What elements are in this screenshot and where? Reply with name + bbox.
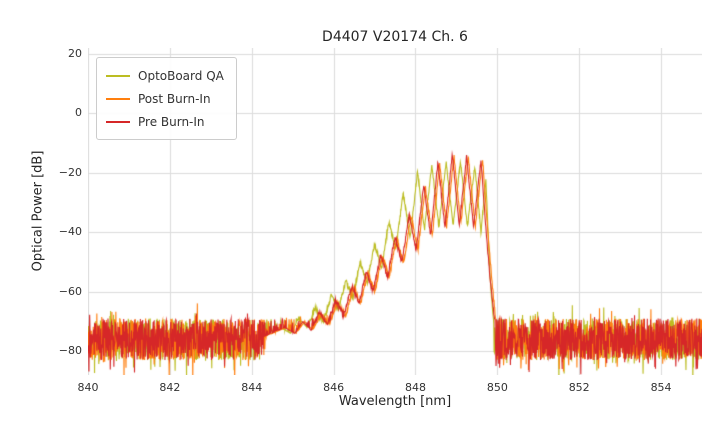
y-tick-label: −60 [58, 284, 82, 298]
legend-label-post-burn-in: Post Burn-In [138, 91, 211, 106]
x-tick-label: 840 [77, 381, 99, 394]
x-tick-label: 854 [650, 381, 672, 394]
x-tick-label: 852 [568, 381, 590, 394]
legend: OptoBoard QA Post Burn-In Pre Burn-In [96, 57, 237, 140]
x-tick-label: 842 [159, 381, 181, 394]
legend-label-pre-burn-in: Pre Burn-In [138, 114, 205, 129]
legend-line-swatch-pre-burn-in [106, 120, 130, 123]
legend-item-optoboard-qa: OptoBoard QA [106, 64, 224, 87]
chart-title: D4407 V20174 Ch. 6 [322, 29, 468, 45]
y-tick-label: −80 [58, 344, 82, 358]
x-tick-label: 846 [323, 381, 345, 394]
y-tick-label: 0 [75, 106, 82, 120]
x-axis-label: Wavelength [nm] [338, 394, 452, 409]
x-tick-label: 848 [404, 381, 426, 394]
legend-item-pre-burn-in: Pre Burn-In [106, 110, 224, 133]
legend-item-post-burn-in: Post Burn-In [106, 87, 224, 110]
legend-line-swatch-post-burn-in [106, 97, 130, 100]
y-tick-label: 20 [68, 46, 82, 60]
legend-line-swatch-optoboard-qa [106, 74, 130, 77]
y-tick-label: −40 [58, 225, 82, 239]
legend-label-optoboard-qa: OptoBoard QA [138, 68, 224, 83]
y-tick-label: −20 [58, 165, 82, 179]
x-tick-label: 850 [486, 381, 508, 394]
x-tick-label: 844 [241, 381, 263, 394]
